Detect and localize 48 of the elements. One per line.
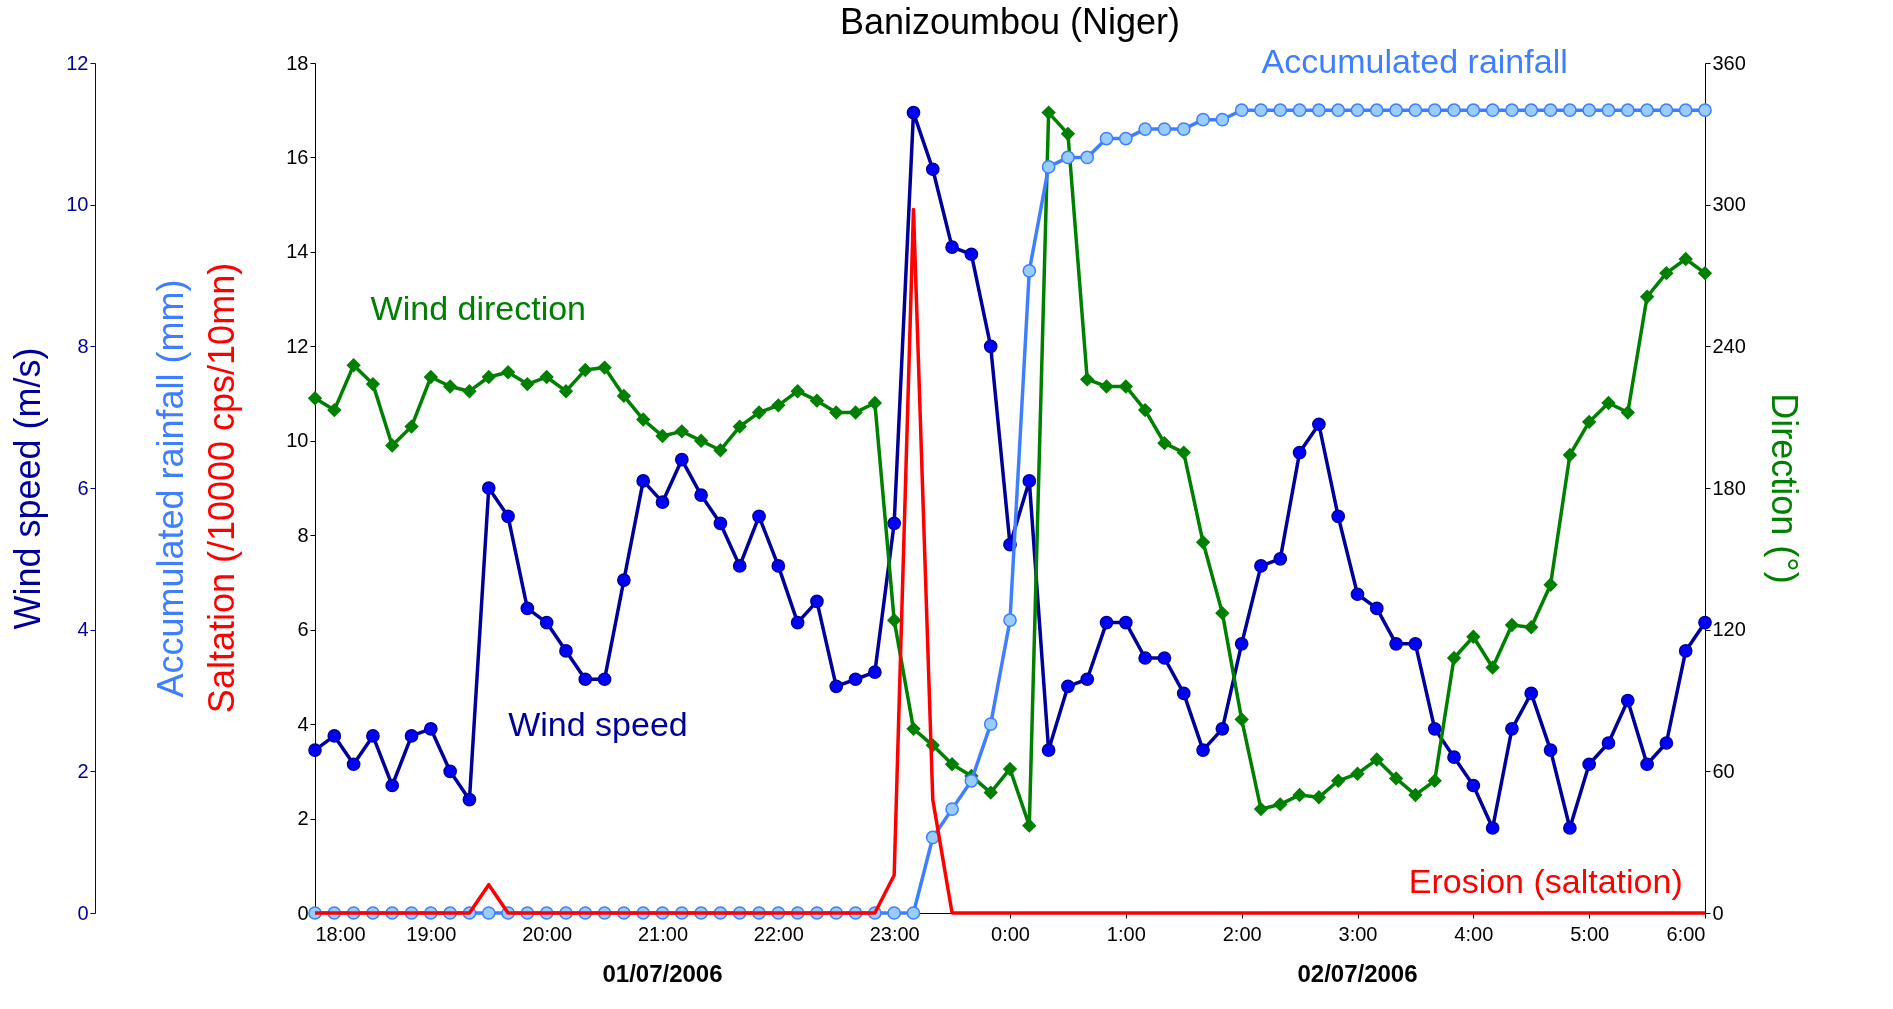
- y2-tick-label: 60: [1712, 759, 1735, 782]
- x-tick-label: 3:00: [1338, 922, 1378, 945]
- y3-tick-label: 16: [286, 145, 309, 168]
- text: Saltation (/10000 cps/10mn): [201, 262, 242, 714]
- x-tick-label: 18:00: [315, 922, 366, 945]
- y-tick-label: 10: [66, 193, 89, 216]
- y-tick-label: 4: [77, 618, 89, 641]
- x-tick-label: 22:00: [753, 922, 804, 945]
- chart-title: Banizoumbou (Niger): [839, 1, 1181, 42]
- x-tick-label: 0:00: [991, 922, 1030, 945]
- x-tick-label: 2:00: [1222, 922, 1262, 945]
- y3-tick-label: 2: [297, 807, 309, 830]
- x-tick-label: 21:00: [637, 922, 689, 945]
- series-label: Wind direction: [370, 288, 587, 327]
- y2-tick-label: 0: [1712, 901, 1724, 924]
- y-tick-label: 0: [77, 901, 89, 924]
- series-label: Erosion (saltation): [1408, 862, 1683, 901]
- y-axis-title: Wind speed (m/s): [7, 347, 49, 630]
- x-tick-label: 4:00: [1454, 922, 1494, 945]
- y3-tick-label: 0: [297, 901, 309, 924]
- y2-tick-label: 360: [1712, 51, 1746, 74]
- y-tick-label: 12: [66, 51, 89, 74]
- y3-axis-title: Accumulated rainfall (mm): [150, 279, 192, 698]
- y3-tick-label: 8: [297, 523, 309, 546]
- y2-tick-label: 120: [1712, 618, 1746, 641]
- y-tick-label: 2: [77, 759, 89, 782]
- y3-tick-label: 4: [297, 712, 309, 735]
- y-tick-label: 8: [77, 334, 89, 357]
- y2-tick-label: 240: [1712, 334, 1746, 357]
- y3-tick-label: 6: [297, 618, 309, 641]
- y2-tick-label: 180: [1712, 476, 1746, 499]
- series-label: Accumulated rainfall: [1261, 42, 1568, 80]
- series-label: Wind speed: [508, 705, 688, 743]
- x-tick-label: 1:00: [1106, 922, 1146, 945]
- x-tick-label: 23:00: [869, 922, 920, 945]
- y3-tick-label: 14: [286, 240, 309, 263]
- text: 01/07/2006: [602, 960, 723, 987]
- x-tick-label: 20:00: [522, 922, 573, 945]
- x-tick-label: 5:00: [1570, 922, 1610, 945]
- text: 02/07/2006: [1297, 960, 1418, 987]
- x-tick-label: 19:00: [406, 922, 457, 945]
- y3-tick-label: 10: [286, 429, 309, 452]
- x-tick-label: 6:00: [1666, 922, 1706, 945]
- y3-tick-label: 12: [286, 334, 309, 357]
- y3-tick-label: 18: [286, 51, 309, 74]
- y-tick-label: 6: [77, 476, 89, 499]
- y2-axis-title: Direction (°): [1763, 393, 1805, 584]
- y2-tick-label: 300: [1712, 193, 1746, 216]
